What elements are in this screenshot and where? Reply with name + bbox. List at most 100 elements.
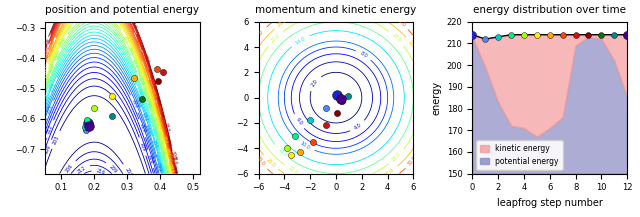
Point <box>570 33 580 36</box>
Point <box>557 33 568 36</box>
Point <box>108 115 118 118</box>
Text: 4.0: 4.0 <box>353 122 362 131</box>
Text: 268: 268 <box>65 24 75 35</box>
Text: 203: 203 <box>51 135 60 145</box>
Point <box>622 33 632 36</box>
Text: 14.0: 14.0 <box>294 36 307 45</box>
Text: 229: 229 <box>155 162 162 173</box>
Point <box>308 140 318 144</box>
Point <box>493 35 503 39</box>
Text: 274: 274 <box>41 71 49 81</box>
Point <box>321 124 331 127</box>
Text: 297: 297 <box>43 49 51 60</box>
Text: 216: 216 <box>147 154 154 164</box>
Point <box>108 94 118 98</box>
X-axis label: leapfrog step number: leapfrog step number <box>497 198 603 208</box>
Text: 268: 268 <box>152 115 160 126</box>
Text: 307: 307 <box>141 54 149 65</box>
Text: 212: 212 <box>46 124 54 135</box>
Text: 245: 245 <box>150 127 157 137</box>
Text: 320: 320 <box>170 150 177 160</box>
Point <box>129 76 139 80</box>
Point <box>305 119 316 122</box>
Text: 271: 271 <box>122 34 131 44</box>
Point <box>480 37 490 41</box>
Point <box>282 146 292 150</box>
Point <box>80 125 90 128</box>
Text: 303: 303 <box>43 45 51 56</box>
Text: 30.0: 30.0 <box>254 29 265 40</box>
Text: 287: 287 <box>148 89 156 99</box>
Text: 238: 238 <box>49 82 57 92</box>
Point <box>532 33 542 36</box>
Text: 300: 300 <box>41 53 49 63</box>
Text: 320: 320 <box>41 40 49 51</box>
Text: 232: 232 <box>140 111 148 122</box>
Text: 26.0: 26.0 <box>276 18 289 28</box>
Point <box>321 106 331 110</box>
Text: 251: 251 <box>158 150 165 161</box>
Text: 222: 222 <box>131 99 139 109</box>
Point <box>519 33 529 36</box>
Text: 264: 264 <box>59 37 68 48</box>
Point <box>152 67 162 71</box>
Text: 30.0: 30.0 <box>255 156 266 167</box>
Text: 2.0: 2.0 <box>310 79 319 88</box>
Point <box>583 33 593 36</box>
Point <box>506 33 516 36</box>
Text: 26.0: 26.0 <box>265 157 276 168</box>
Text: 203: 203 <box>124 167 132 178</box>
Point <box>545 33 555 36</box>
Text: 216: 216 <box>96 168 106 176</box>
Text: 225: 225 <box>46 104 54 115</box>
Point <box>285 153 296 156</box>
Text: 209: 209 <box>108 164 118 174</box>
Point <box>596 33 607 36</box>
Text: 294: 294 <box>167 153 174 163</box>
Point <box>295 150 305 154</box>
Point <box>158 70 168 74</box>
Text: 287: 287 <box>41 61 49 72</box>
Text: 26.0: 26.0 <box>383 167 396 178</box>
Text: 261: 261 <box>53 51 61 62</box>
Text: 248: 248 <box>41 92 49 103</box>
Text: 313: 313 <box>43 39 51 49</box>
Text: 281: 281 <box>163 147 170 157</box>
Text: 22.0: 22.0 <box>391 151 403 163</box>
Text: 261: 261 <box>131 58 139 69</box>
Point <box>342 95 353 98</box>
Text: 18.0: 18.0 <box>276 147 288 158</box>
Text: 316: 316 <box>171 156 178 166</box>
Point <box>84 124 95 127</box>
Text: 271: 271 <box>41 73 49 83</box>
Text: 290: 290 <box>48 42 56 52</box>
Text: 290: 290 <box>142 66 150 76</box>
Legend: kinetic energy, potential energy: kinetic energy, potential energy <box>476 140 563 170</box>
Text: 26.0: 26.0 <box>407 39 417 51</box>
Text: 10.0: 10.0 <box>299 140 311 150</box>
Text: 22.0: 22.0 <box>287 165 299 175</box>
Text: 22.0: 22.0 <box>391 33 402 44</box>
Text: 274: 274 <box>116 23 126 34</box>
Point <box>137 97 147 101</box>
Point <box>154 79 164 83</box>
Point <box>332 111 342 115</box>
Point <box>332 93 342 97</box>
Text: 307: 307 <box>41 48 49 59</box>
Point <box>609 33 620 36</box>
Text: 209: 209 <box>139 141 147 152</box>
Point <box>336 97 346 101</box>
Text: 281: 281 <box>41 66 49 76</box>
Text: 30.0: 30.0 <box>394 17 406 28</box>
Title: position and potential energy: position and potential energy <box>45 5 199 15</box>
Title: momentum and kinetic energy: momentum and kinetic energy <box>255 5 417 15</box>
Text: 255: 255 <box>144 99 152 109</box>
Text: 310: 310 <box>128 20 137 30</box>
Text: 212: 212 <box>76 165 86 175</box>
Point <box>81 128 92 131</box>
Text: 303: 303 <box>134 36 142 47</box>
Text: 294: 294 <box>53 27 61 38</box>
Title: energy distribution over time: energy distribution over time <box>473 5 627 15</box>
Text: 22.0: 22.0 <box>269 33 281 44</box>
Text: 300: 300 <box>148 77 156 88</box>
